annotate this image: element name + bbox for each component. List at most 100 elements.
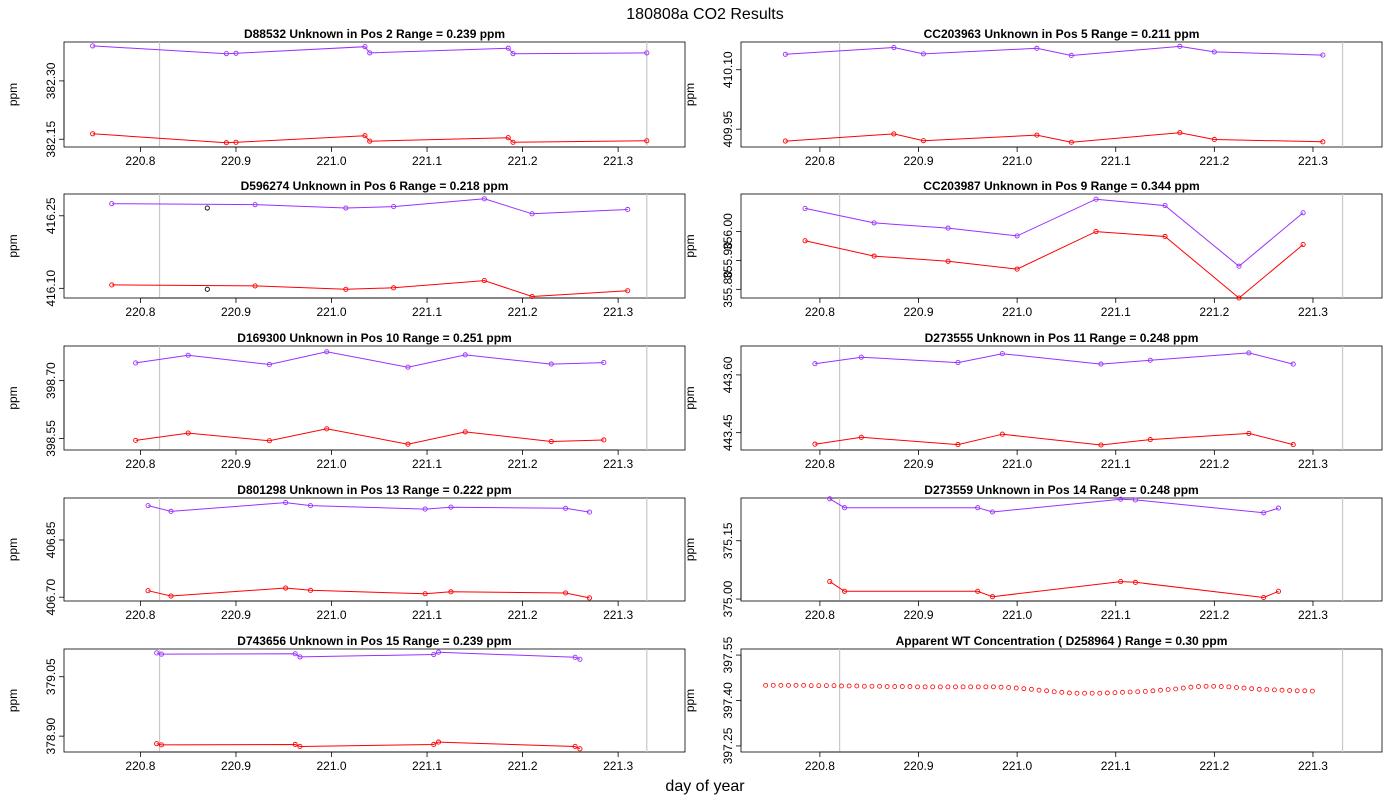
data-point-lower (422, 591, 428, 597)
wt-point (854, 683, 860, 689)
wt-point (808, 683, 814, 689)
series-line-lower (156, 741, 581, 750)
data-point-lower (529, 293, 535, 300)
data-point-lower (223, 140, 229, 146)
x-tick-label: 220.8 (125, 305, 155, 319)
panel-3: D596274 Unknown in Pos 6 Range = 0.218 p… (6, 179, 686, 319)
data-point-upper (90, 43, 96, 49)
data-point-lower (625, 288, 631, 294)
data-point-upper (435, 649, 442, 655)
data-point-lower (481, 278, 487, 284)
data-point-upper (422, 506, 428, 512)
wt-point (770, 682, 776, 688)
data-point-lower (577, 746, 583, 752)
data-point-lower (1246, 430, 1252, 436)
data-point-upper (1162, 203, 1168, 209)
wt-point (1180, 685, 1186, 691)
wt-point (1006, 685, 1012, 690)
wt-point (1051, 689, 1057, 695)
data-point-lower (154, 741, 160, 747)
data-point-upper (307, 503, 314, 509)
data-point-lower (158, 742, 164, 748)
panels-group: D88532 Unknown in Pos 2 Range = 0.239 pp… (6, 27, 1383, 773)
data-point-lower (858, 434, 864, 440)
data-point-lower (1098, 442, 1104, 448)
data-point-lower (782, 138, 788, 144)
data-point-upper (133, 360, 139, 366)
x-tick-label: 221.2 (1199, 154, 1229, 168)
y-tick-label: 375.15 (721, 522, 735, 559)
series-line-upper (785, 45, 1323, 57)
data-point-lower (572, 743, 578, 750)
data-point-upper (297, 654, 303, 660)
data-point-lower (109, 282, 115, 288)
data-point-upper (644, 50, 650, 56)
x-tick-label: 221.0 (1002, 154, 1032, 168)
data-point-upper (858, 354, 864, 360)
series-line-upper (135, 351, 604, 368)
data-point-upper (462, 352, 468, 358)
data-point-upper (586, 509, 593, 515)
x-tick-label: 221.0 (1002, 759, 1032, 773)
wt-point (1059, 689, 1065, 695)
y-tick-label: 410.10 (721, 51, 735, 88)
wt-point (1196, 684, 1201, 689)
data-point-lower (1034, 132, 1040, 138)
y-axis-label: ppm (6, 83, 20, 106)
wt-point (1272, 687, 1277, 693)
data-point-lower (367, 138, 373, 144)
x-tick-label: 221.0 (1002, 608, 1032, 622)
wt-point (869, 683, 875, 689)
wt-point (786, 682, 791, 688)
panel-title: D596274 Unknown in Pos 6 Range = 0.218 p… (241, 179, 509, 193)
data-point-upper (109, 201, 115, 207)
data-point-lower (362, 133, 368, 139)
wt-point (877, 683, 882, 689)
x-tick-label: 221.1 (1101, 759, 1131, 773)
wt-point (778, 682, 784, 688)
wt-point (1104, 690, 1110, 696)
x-tick-label: 220.9 (903, 305, 933, 319)
y-axis-label: ppm (683, 234, 697, 257)
y-axis-label: ppm (683, 83, 697, 106)
data-point-upper (891, 44, 897, 51)
wt-point (991, 684, 996, 690)
y-tick-label: 397.40 (721, 682, 735, 719)
data-point-lower (841, 588, 848, 594)
x-tick-label: 220.9 (903, 608, 933, 622)
wt-point (907, 684, 913, 689)
wt-point (1241, 685, 1247, 691)
data-point-upper (572, 654, 578, 660)
x-tick-label: 221.2 (1199, 759, 1229, 773)
data-point-lower (1014, 266, 1020, 272)
data-point-lower (307, 587, 314, 593)
data-point-upper (233, 50, 239, 56)
data-point-upper (1290, 361, 1296, 367)
data-point-upper (999, 351, 1005, 357)
series-line-lower (147, 587, 590, 599)
x-tick-label: 221.0 (1002, 305, 1032, 319)
y-tick-label: 378.90 (44, 717, 58, 754)
data-point-lower (548, 438, 554, 445)
series-line-upper (147, 502, 590, 513)
data-point-lower (601, 437, 607, 443)
data-point-lower (283, 585, 289, 591)
wt-point (1036, 687, 1042, 693)
wt-point (1021, 686, 1027, 692)
data-point-upper (577, 656, 583, 662)
x-tick-label: 221.1 (1101, 154, 1131, 168)
data-point-lower (510, 139, 516, 145)
series-line-upper (111, 198, 628, 215)
data-point-upper (945, 225, 951, 231)
wt-point (1302, 688, 1308, 694)
wt-point (763, 682, 769, 688)
x-tick-label: 221.3 (1298, 608, 1328, 622)
x-tick-label: 221.3 (603, 154, 633, 168)
wt-point (1097, 690, 1103, 696)
y-tick-label: 443.45 (721, 414, 735, 451)
data-point-upper (292, 651, 298, 657)
x-tick-label: 220.9 (221, 608, 251, 622)
data-point-upper (1034, 45, 1040, 51)
y-tick-label: 379.05 (44, 658, 58, 695)
plot-frame (63, 41, 686, 148)
